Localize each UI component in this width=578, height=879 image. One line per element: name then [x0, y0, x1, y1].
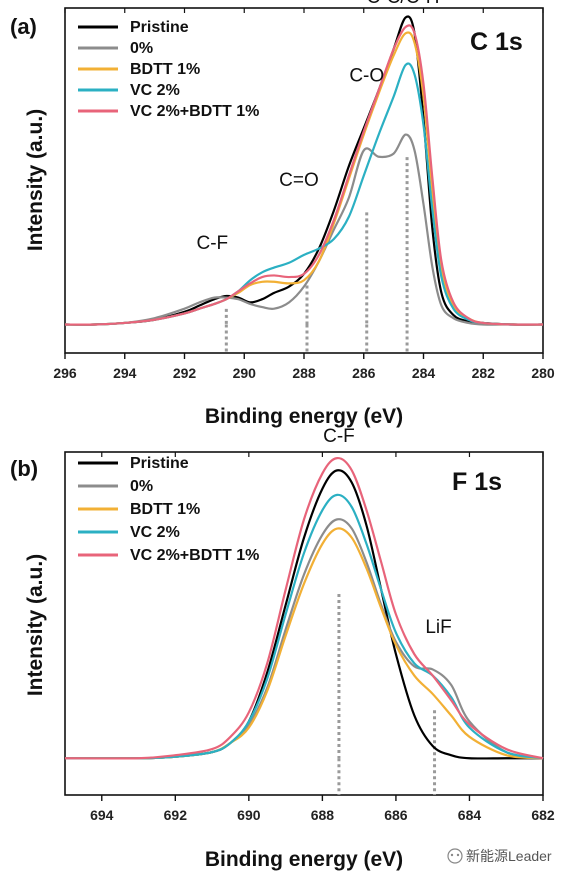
x-tick-label: 290: [233, 365, 257, 381]
x-tick-label: 286: [352, 365, 376, 381]
series-line-vc-2-bdtt-1-: [64, 457, 544, 760]
panel-a: 296 294 292 290 288 286 284 282 280 Pristine 0% BDT…: [10, 0, 555, 428]
x-tick-label: 292: [173, 365, 197, 381]
chart-title: F 1s: [452, 468, 502, 496]
legend-label: 0%: [130, 40, 153, 57]
wechat-icon: [447, 848, 463, 864]
legend-label: VC 2%: [130, 82, 180, 99]
x-tick-label: 294: [113, 365, 137, 381]
panel-label: (b): [10, 456, 38, 481]
legend-label: Pristine: [130, 455, 189, 472]
x-tick-label: 280: [531, 365, 555, 381]
panel-label: (a): [10, 14, 37, 39]
x-tick-label: 686: [384, 807, 408, 823]
peak-annotation: LiF: [425, 617, 451, 638]
x-tick-label: 288: [292, 365, 316, 381]
x-tick-label: 296: [53, 365, 77, 381]
chart-title: C 1s: [470, 28, 523, 56]
x-tick-label: 688: [311, 807, 335, 823]
peak-annotation: C-F: [196, 233, 228, 254]
watermark-text: 新能源Leader: [466, 848, 552, 864]
x-tick-label: 682: [531, 807, 555, 823]
legend-label: 0%: [130, 478, 153, 495]
watermark: 新能源Leader: [447, 848, 552, 864]
peak-annotation: C-F: [323, 426, 355, 447]
plot-frame: [64, 451, 544, 796]
series-line-vc-2-: [64, 493, 544, 760]
series-line-vc-2-bdtt-1-: [64, 24, 544, 326]
x-tick-label: 694: [90, 807, 114, 823]
x-tick-label: 692: [164, 807, 188, 823]
legend-label: Pristine: [130, 19, 189, 36]
y-axis-label: Intensity (a.u.): [24, 554, 47, 696]
y-axis-label: Intensity (a.u.): [24, 109, 47, 251]
x-tick-label: 284: [412, 365, 436, 381]
peak-annotation: C-O: [349, 65, 384, 86]
peak-annotation: C-C/C-H: [367, 0, 440, 8]
x-tick-label: 684: [458, 807, 482, 823]
panel-b: 694 692 690 688 686 684 682 Pristine 0% BDTT 1% VC…: [10, 426, 555, 871]
legend-label: VC 2%: [130, 524, 180, 541]
series-line-0-: [64, 133, 543, 326]
x-tick-label: 690: [237, 807, 261, 823]
legend-label: BDTT 1%: [130, 61, 200, 78]
x-axis-label: Binding energy (eV): [205, 848, 403, 871]
x-tick-label: 282: [472, 365, 496, 381]
series-line-pristine: [64, 15, 544, 326]
peak-annotation: C=O: [279, 170, 319, 191]
x-axis-label: Binding energy (eV): [205, 405, 403, 428]
legend-label: BDTT 1%: [130, 501, 200, 518]
legend-label: VC 2%+BDTT 1%: [130, 547, 259, 564]
legend-label: VC 2%+BDTT 1%: [130, 103, 259, 120]
